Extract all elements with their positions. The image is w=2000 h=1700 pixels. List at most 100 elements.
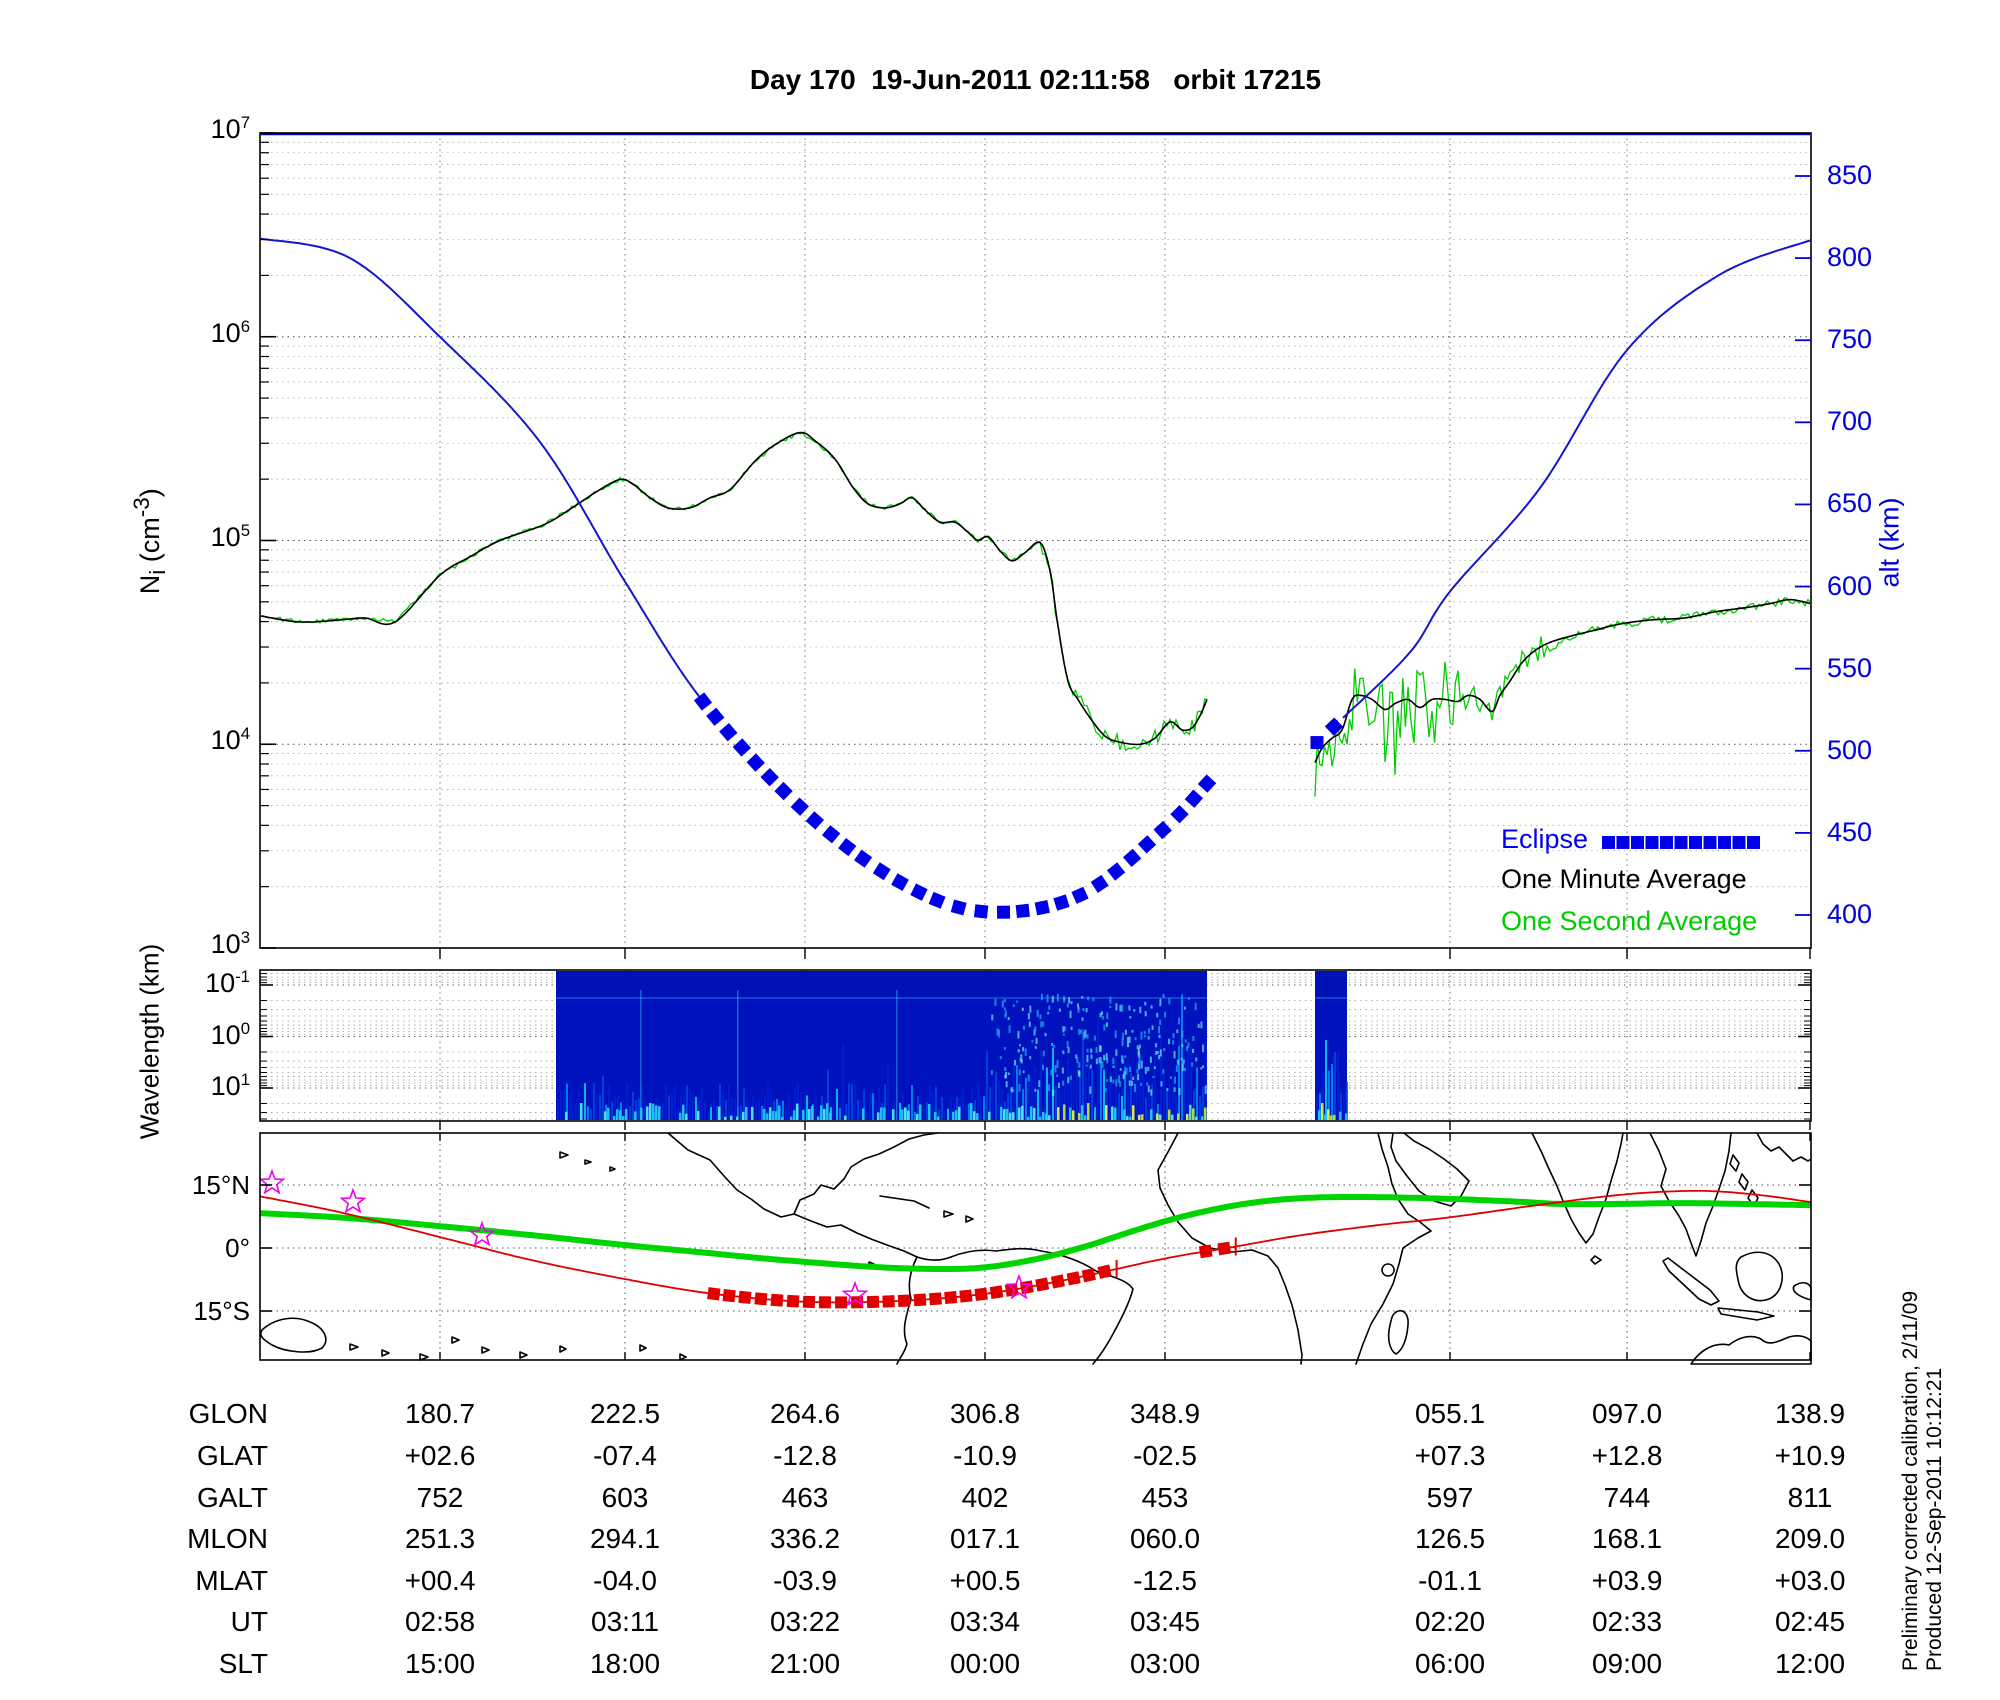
table-cell: +00.5 bbox=[949, 1565, 1021, 1596]
panel-borders bbox=[259, 132, 1812, 1361]
coastlines bbox=[259, 1132, 1812, 1365]
table-cell: -12.5 bbox=[1133, 1565, 1197, 1596]
table-cell: 02:58 bbox=[404, 1606, 476, 1637]
table-cell: 603 bbox=[601, 1482, 649, 1513]
table-row-label-mlon: MLON bbox=[187, 1523, 268, 1554]
table-cell: 453 bbox=[1141, 1482, 1189, 1513]
alt-tick-label: 500 bbox=[1827, 734, 1873, 765]
table-cell: 348.9 bbox=[1129, 1398, 1201, 1429]
axis-ticks bbox=[260, 132, 1811, 1360]
alt-tick-label: 550 bbox=[1827, 652, 1873, 683]
table-cell: +00.4 bbox=[404, 1565, 476, 1596]
map-lat-label-0: 0° bbox=[225, 1233, 250, 1263]
ni-tick-label: 104 bbox=[210, 724, 250, 756]
table-cell: 03:22 bbox=[769, 1606, 841, 1637]
table-cell: 597 bbox=[1426, 1482, 1474, 1513]
wavelength-tick-label: 100 bbox=[210, 1019, 250, 1050]
alt-tick-label: 850 bbox=[1827, 160, 1873, 190]
alt-tick-label: 600 bbox=[1827, 570, 1873, 601]
page-title: Day 170 19-Jun-2011 02:11:58 orbit 17215 bbox=[749, 64, 1322, 95]
ground-station-stars bbox=[258, 1168, 1033, 1307]
table-cell: -03.9 bbox=[773, 1565, 837, 1596]
wavelength-tick-label: 10-1 bbox=[205, 967, 250, 998]
table-cell: +10.9 bbox=[1774, 1440, 1846, 1471]
table-cell: +02.6 bbox=[404, 1440, 476, 1471]
table-cell: +03.0 bbox=[1774, 1565, 1846, 1596]
ni-tick-label: 103 bbox=[210, 928, 250, 959]
table-cell: 294.1 bbox=[589, 1523, 661, 1554]
table-row-label-galt: GALT bbox=[196, 1482, 268, 1513]
alt-tick-label: 400 bbox=[1827, 898, 1873, 929]
table-cell: 336.2 bbox=[769, 1523, 841, 1554]
ground-track-line bbox=[259, 1190, 1812, 1309]
alt-tick-label: 700 bbox=[1827, 406, 1873, 437]
alt-tick-label: 450 bbox=[1827, 816, 1873, 847]
table-row-label-glon: GLON bbox=[188, 1398, 268, 1429]
table-cell: +12.8 bbox=[1591, 1440, 1663, 1471]
map-grid bbox=[260, 1133, 1811, 1360]
table-cell: 12:00 bbox=[1774, 1648, 1846, 1679]
table-cell: 209.0 bbox=[1774, 1523, 1846, 1554]
table-cell: 15:00 bbox=[404, 1648, 476, 1679]
table-cell: 097.0 bbox=[1591, 1398, 1663, 1429]
table-cell: -01.1 bbox=[1418, 1565, 1482, 1596]
table-cell: 21:00 bbox=[769, 1648, 841, 1679]
table-cell: 811 bbox=[1787, 1482, 1833, 1513]
table-row-label-ut: UT bbox=[230, 1606, 268, 1637]
table-cell: 017.1 bbox=[949, 1523, 1021, 1554]
plot1-grid bbox=[260, 133, 1811, 948]
table-cell: 138.9 bbox=[1774, 1398, 1846, 1429]
table-row-label-glat: GLAT bbox=[196, 1440, 268, 1471]
map-lat-label-15n: 15°N bbox=[191, 1170, 250, 1200]
spectrogram-blocks bbox=[556, 971, 1348, 1120]
table-cell: -07.4 bbox=[593, 1440, 657, 1471]
table-cell: 03:34 bbox=[949, 1606, 1021, 1637]
table-cell: 00:00 bbox=[949, 1648, 1021, 1679]
wavelength-tick-label: 101 bbox=[210, 1070, 250, 1101]
table-cell: 264.6 bbox=[769, 1398, 841, 1429]
table-cell: 168.1 bbox=[1591, 1523, 1663, 1554]
table-cell: 06:00 bbox=[1414, 1648, 1486, 1679]
table-cell: 126.5 bbox=[1414, 1523, 1486, 1554]
table-cell: 060.0 bbox=[1129, 1523, 1201, 1554]
plot1-data bbox=[261, 237, 1810, 919]
table-cell: 306.8 bbox=[949, 1398, 1021, 1429]
alt-tick-label: 800 bbox=[1827, 242, 1873, 273]
map-lat-label-15s: 15°S bbox=[193, 1296, 250, 1326]
table-cell: 055.1 bbox=[1414, 1398, 1486, 1429]
ni-tick-label: 106 bbox=[210, 316, 250, 348]
table-cell: 02:45 bbox=[1774, 1606, 1846, 1637]
table-cell: 02:33 bbox=[1591, 1606, 1663, 1637]
table-row-label-slt: SLT bbox=[218, 1648, 268, 1679]
legend-one-minute-label: One Minute Average bbox=[1501, 864, 1747, 894]
table-cell: 03:11 bbox=[591, 1606, 659, 1637]
table-cell: -12.8 bbox=[773, 1440, 837, 1471]
table-cell: 02:20 bbox=[1414, 1606, 1486, 1637]
table-cell: 744 bbox=[1603, 1482, 1651, 1513]
legend-eclipse-dashes bbox=[1602, 836, 1760, 849]
table-cell: +07.3 bbox=[1414, 1440, 1486, 1471]
table-cell: 222.5 bbox=[589, 1398, 661, 1429]
table-cell: 251.3 bbox=[404, 1523, 476, 1554]
table-cell: 03:00 bbox=[1129, 1648, 1201, 1679]
legend-eclipse-label: Eclipse bbox=[1501, 824, 1589, 854]
table-cell: 752 bbox=[416, 1482, 464, 1513]
table-cell: -10.9 bbox=[953, 1440, 1017, 1471]
table-cell: +03.9 bbox=[1591, 1565, 1663, 1596]
table-cell: 09:00 bbox=[1591, 1648, 1663, 1679]
table-cell: -04.0 bbox=[593, 1565, 657, 1596]
legend-one-second-label: One Second Average bbox=[1501, 906, 1758, 936]
ni-tick-label: 105 bbox=[210, 520, 250, 552]
table-cell: -02.5 bbox=[1133, 1440, 1197, 1471]
table-row-label-mlat: MLAT bbox=[195, 1565, 268, 1596]
alt-tick-label: 650 bbox=[1827, 488, 1873, 519]
ni-tick-label: 107 bbox=[210, 113, 250, 144]
table-cell: 03:45 bbox=[1129, 1606, 1201, 1637]
table-cell: 180.7 bbox=[404, 1398, 476, 1429]
alt-tick-label: 750 bbox=[1827, 324, 1873, 355]
table-cell: 463 bbox=[781, 1482, 829, 1513]
table-cell: 18:00 bbox=[589, 1648, 661, 1679]
table-cell: 402 bbox=[961, 1482, 1009, 1513]
